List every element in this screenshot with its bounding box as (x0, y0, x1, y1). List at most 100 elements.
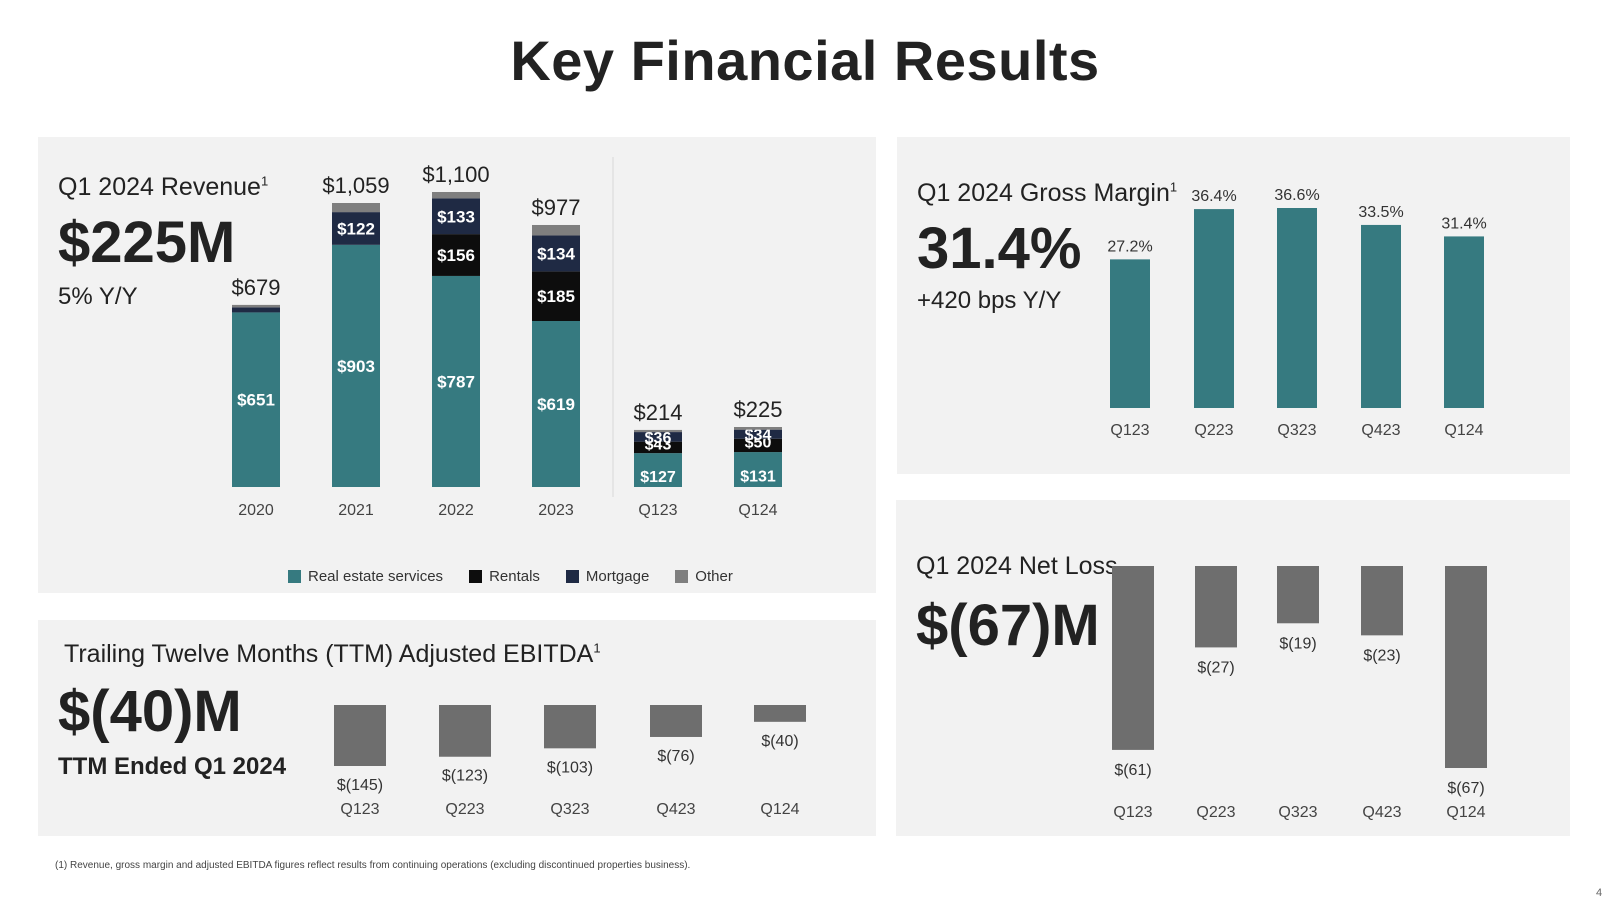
ebitda-x-tick-Q124: Q124 (760, 801, 799, 818)
gross-margin-title: Q1 2024 Gross Margin1 (917, 179, 1178, 207)
revenue-bar-rentals-2022 (432, 234, 480, 276)
net-loss-x-tick-Q423: Q423 (1362, 804, 1401, 821)
legend-swatch (565, 570, 579, 583)
revenue-total-label-2020: $679 (232, 275, 281, 300)
net-loss-bar-Q123 (1112, 566, 1154, 750)
legend-label: Other (695, 568, 733, 585)
revenue-bar-real-estate-services-2023 (532, 320, 580, 487)
net-loss-bar-Q223 (1195, 566, 1237, 648)
legend-swatch (469, 570, 483, 583)
legend-swatch (675, 570, 689, 583)
revenue-segment-label-Q123: $36 (645, 430, 672, 447)
revenue-x-tick-Q124: Q124 (738, 502, 777, 519)
revenue-panel: Q1 2024 Revenue1 $225M 5% Y/Y $651 $679 20… (38, 137, 876, 593)
ebitda-value-label-Q223: $(123) (442, 768, 488, 785)
ebitda-value-label-Q123: $(145) (337, 777, 383, 794)
revenue-legend: Real estate services Rentals Mortgage Other (288, 568, 733, 585)
legend-item-real-estate-services: Real estate services (288, 568, 443, 585)
gross-margin-panel: Q1 2024 Gross Margin1 31.4% +420 bps Y/Y… (897, 137, 1570, 474)
gross-margin-x-tick-Q423: Q423 (1361, 422, 1400, 439)
net-loss-x-tick-Q323: Q323 (1278, 804, 1317, 821)
revenue-title: Q1 2024 Revenue1 (58, 173, 269, 201)
gross-margin-x-tick-Q123: Q123 (1110, 422, 1149, 439)
legend-label: Rentals (489, 568, 540, 585)
revenue-x-tick-2023: 2023 (538, 502, 574, 519)
revenue-segment-label-2021: $903 (337, 357, 375, 376)
net-loss-value-label-Q123: $(61) (1114, 762, 1151, 779)
net-loss-title: Q1 2024 Net Loss (916, 552, 1118, 580)
ebitda-panel: Trailing Twelve Months (TTM) Adjusted EB… (38, 620, 876, 836)
gross-margin-x-tick-Q124: Q124 (1444, 422, 1483, 439)
revenue-x-tick-2020: 2020 (238, 502, 274, 519)
net-loss-chart: $(61) Q123 $(27) Q223 $(19) Q323 $(23) Q423 $(67… (1112, 566, 1487, 821)
page-number: 4 (1596, 887, 1603, 899)
revenue-x-tick-2021: 2021 (338, 502, 374, 519)
gross-margin-x-tick-Q223: Q223 (1194, 422, 1233, 439)
revenue-bar-real-estate-services-2022 (432, 275, 480, 487)
legend-label: Mortgage (585, 568, 650, 585)
net-loss-x-tick-Q124: Q124 (1446, 804, 1485, 821)
revenue-bar-mortgage-2023 (532, 235, 580, 272)
revenue-bar-other-2020 (232, 304, 280, 308)
gross-margin-x-tick-Q323: Q323 (1277, 422, 1316, 439)
net-loss-x-tick-Q123: Q123 (1113, 804, 1152, 821)
revenue-bar-real-estate-services-2021 (332, 244, 380, 487)
revenue-bar-mortgage-Q123 (634, 432, 682, 442)
revenue-segment-label-Q123: $127 (640, 469, 676, 486)
legend-item-mortgage: Mortgage (565, 568, 650, 585)
revenue-bar-other-2023 (532, 224, 580, 236)
revenue-x-tick-2022: 2022 (438, 502, 474, 519)
ebitda-ttm-label: TTM Ended Q1 2024 (58, 753, 287, 780)
net-loss-x-tick-Q223: Q223 (1196, 804, 1235, 821)
revenue-bar-other-Q124 (734, 427, 782, 430)
revenue-bar-other-2021 (332, 202, 380, 213)
revenue-total-label-2021: $1,059 (322, 173, 389, 198)
revenue-segment-label-2022: $787 (437, 372, 475, 391)
revenue-segment-label-2021: $122 (337, 219, 375, 238)
net-loss-bar-Q124 (1445, 566, 1487, 768)
net-loss-value-label-Q423: $(23) (1363, 647, 1400, 664)
gross-margin-value-label-Q124: 31.4% (1441, 215, 1486, 232)
revenue-total-label-2022: $1,100 (422, 162, 489, 187)
ebitda-bar-Q323 (544, 705, 596, 749)
net-loss-bar-Q323 (1277, 566, 1319, 624)
revenue-bar-rentals-Q124 (734, 438, 782, 453)
gross-margin-value-label-Q423: 33.5% (1358, 204, 1403, 221)
ebitda-x-tick-Q323: Q323 (550, 801, 589, 818)
ebitda-x-tick-Q123: Q123 (340, 801, 379, 818)
revenue-bar-mortgage-2020 (232, 307, 280, 313)
legend-item-rentals: Rentals (469, 568, 540, 585)
revenue-total-label-Q123: $214 (634, 400, 683, 425)
gross-margin-big-value: 31.4% (917, 216, 1082, 281)
gross-margin-bar-Q323 (1277, 208, 1317, 408)
revenue-segment-label-2020: $651 (237, 391, 275, 410)
gross-margin-value-label-Q223: 36.4% (1191, 188, 1236, 205)
revenue-bar-real-estate-services-2020 (232, 312, 280, 487)
revenue-bar-real-estate-services-Q123 (634, 453, 682, 487)
ebitda-value-label-Q423: $(76) (657, 748, 694, 765)
revenue-bar-rentals-Q123 (634, 441, 682, 454)
revenue-segment-label-2023: $619 (537, 395, 575, 414)
ebitda-bar-Q123 (334, 705, 386, 766)
ebitda-title: Trailing Twelve Months (TTM) Adjusted EB… (64, 640, 601, 668)
revenue-bar-mortgage-2022 (432, 198, 480, 235)
gross-margin-chart: 27.2% Q123 36.4% Q223 36.6% Q323 33.5% Q423 31.4… (1107, 187, 1486, 439)
revenue-segment-label-2023: $134 (537, 244, 575, 263)
revenue-x-tick-Q123: Q123 (638, 502, 677, 519)
revenue-chart: $651 $679 2020 $903 $122 $1,059 2021 $787 $156 $1… (232, 157, 783, 519)
revenue-total-label-2023: $977 (532, 195, 581, 220)
gross-margin-bar-Q223 (1194, 209, 1234, 408)
legend-swatch (288, 570, 301, 583)
revenue-segment-label-2023: $185 (537, 287, 575, 306)
ebitda-bar-Q223 (439, 705, 491, 757)
revenue-segment-label-Q124: $34 (745, 427, 772, 444)
revenue-bar-other-2022 (432, 192, 480, 199)
revenue-segment-label-Q124: $131 (740, 469, 776, 486)
gross-margin-value-label-Q123: 27.2% (1107, 238, 1152, 255)
ebitda-bar-Q124 (754, 705, 806, 722)
revenue-bar-mortgage-2021 (332, 212, 380, 245)
revenue-big-value: $225M (58, 210, 236, 275)
revenue-total-label-Q124: $225 (734, 397, 783, 422)
ebitda-value-label-Q124: $(40) (761, 733, 798, 750)
net-loss-value-label-Q323: $(19) (1279, 635, 1316, 652)
